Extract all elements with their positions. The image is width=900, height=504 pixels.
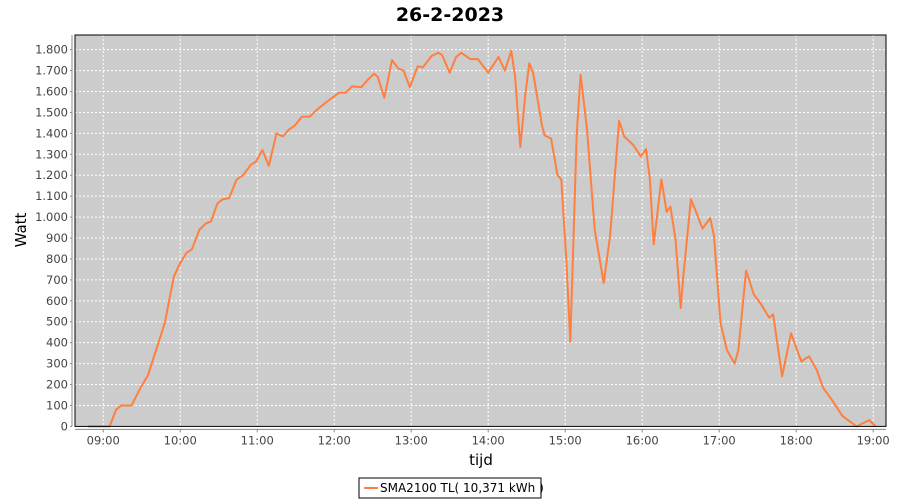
x-tick-label: 13:00 [395,433,428,447]
y-tick-label: 1.000 [35,210,68,224]
y-tick-label: 1.800 [35,43,68,57]
y-tick-label: 1.500 [35,105,68,119]
y-tick-label: 900 [46,231,68,245]
y-tick-label: 800 [46,252,68,266]
x-tick-label: 14:00 [472,433,505,447]
y-tick-label: 1.200 [35,168,68,182]
plot-area [75,35,886,427]
y-tick-label: 1.100 [35,189,68,203]
grid [75,35,886,427]
y-tick-label: 500 [46,315,68,329]
y-tick-label: 1.600 [35,85,68,99]
y-tick-label: 1.700 [35,64,68,78]
x-tick-label: 15:00 [549,433,582,447]
y-tick-label: 600 [46,294,68,308]
chart-title: 26-2-2023 [396,4,504,26]
y-tick-label: 1.300 [35,147,68,161]
y-tick-label: 400 [46,336,68,350]
series-line-sma2100 [87,49,877,428]
x-tick-label: 17:00 [703,433,736,447]
legend-entry: SMA2100 TL( 10,371 kWh ) [380,481,544,495]
x-tick-label: 12:00 [318,433,351,447]
x-tick-label: 10:00 [164,433,197,447]
x-tick-label: 19:00 [857,433,890,447]
x-axis-label: tijd [469,451,493,469]
y-axis-label: Watt [12,212,30,247]
y-tick-label: 0 [61,419,68,433]
x-tick-label: 18:00 [780,433,813,447]
legend-box [358,477,542,499]
legend: SMA2100 TL( 10,371 kWh ) [358,477,544,499]
y-tick-label: 700 [46,273,68,287]
x-axis: 09:00 10:00 11:00 12:00 13:00 14:00 15:00 16:00… [75,428,890,447]
x-tick-label: 16:00 [626,433,659,447]
y-tick-label: 100 [46,398,68,412]
y-axis: 0 100 200 300 400 500 600 700 800 900 1.000 1.100 1.… [35,35,73,433]
plot-border [74,34,887,427]
x-tick-label: 09:00 [87,433,120,447]
y-tick-label: 300 [46,357,68,371]
x-tick-label: 11:00 [241,433,274,447]
y-tick-label: 1.400 [35,126,68,140]
y-tick-label: 200 [46,378,68,392]
